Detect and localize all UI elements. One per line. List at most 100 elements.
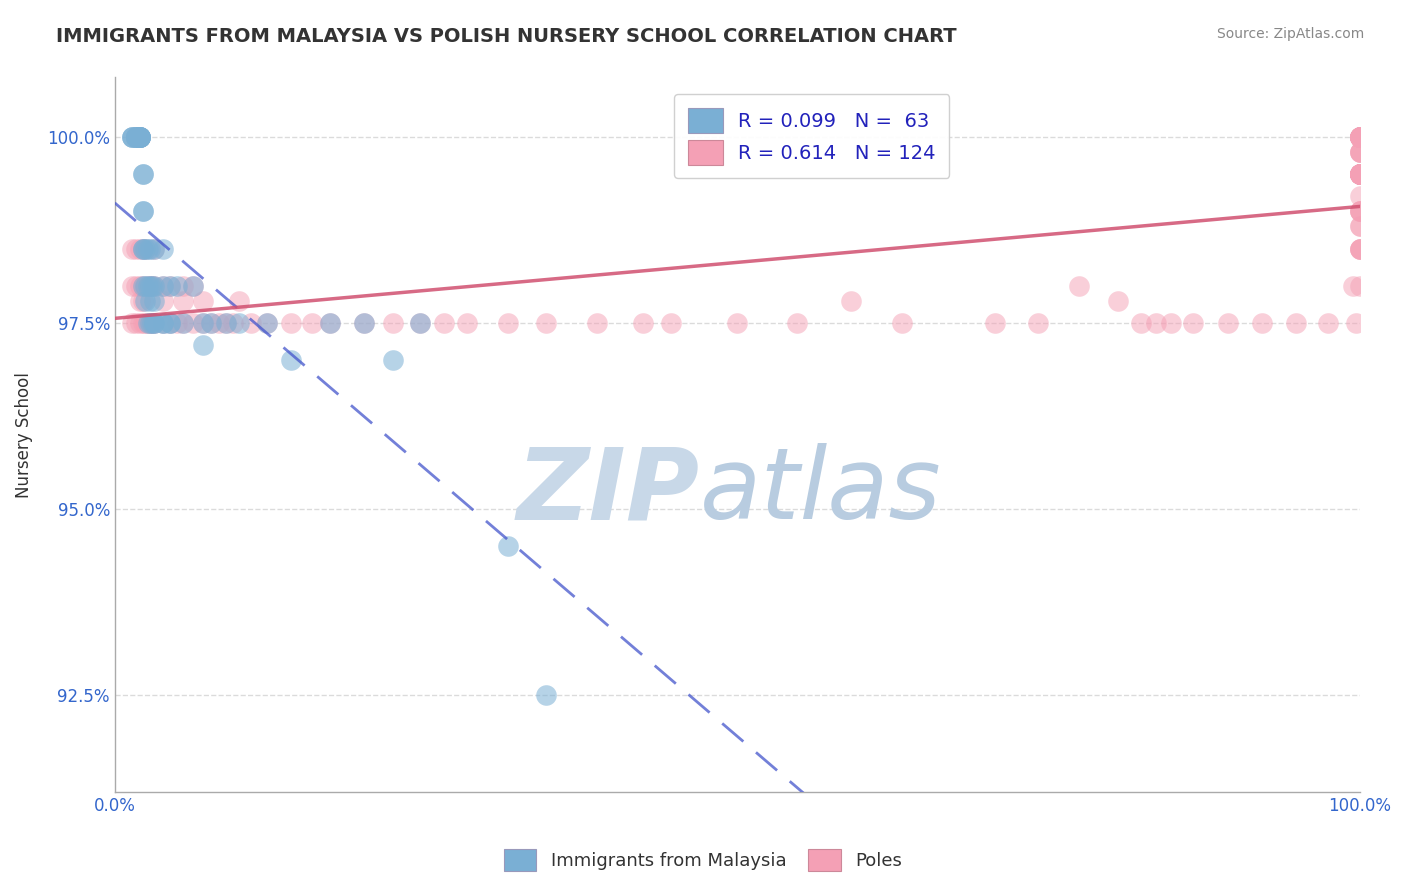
Point (134, 293, 156, 308)
Point (141, 278, 163, 293)
Point (152, 278, 174, 293)
Point (125, 242, 148, 256)
Point (183, 316, 205, 330)
Point (191, 316, 214, 330)
Point (1181, 316, 1204, 330)
Point (143, 278, 166, 293)
Point (143, 278, 166, 293)
Point (1251, 316, 1274, 330)
Point (125, 278, 148, 293)
Point (131, 204, 153, 219)
Point (121, 316, 143, 330)
Point (1144, 316, 1167, 330)
Point (172, 278, 194, 293)
Point (143, 316, 166, 330)
Point (1348, 130, 1371, 145)
Point (1348, 130, 1371, 145)
Point (280, 353, 302, 368)
Point (166, 316, 188, 330)
Point (131, 242, 153, 256)
Point (159, 316, 181, 330)
Point (1348, 167, 1371, 181)
Point (1348, 242, 1371, 256)
Point (125, 130, 148, 145)
Point (1348, 242, 1371, 256)
Point (1348, 130, 1371, 145)
Point (139, 293, 162, 308)
Point (136, 316, 159, 330)
Point (353, 316, 375, 330)
Point (1348, 145, 1371, 159)
Point (1348, 189, 1371, 203)
Point (134, 278, 156, 293)
Point (1348, 145, 1371, 159)
Point (172, 316, 194, 330)
Point (1284, 316, 1306, 330)
Point (1348, 130, 1371, 145)
Point (1348, 130, 1371, 145)
Point (125, 130, 148, 145)
Point (1348, 167, 1371, 181)
Point (319, 316, 342, 330)
Point (136, 278, 159, 293)
Point (139, 242, 162, 256)
Point (456, 316, 478, 330)
Point (131, 242, 153, 256)
Text: IMMIGRANTS FROM MALAYSIA VS POLISH NURSERY SCHOOL CORRELATION CHART: IMMIGRANTS FROM MALAYSIA VS POLISH NURSE… (56, 27, 957, 45)
Point (172, 293, 194, 308)
Point (191, 293, 214, 308)
Point (498, 539, 520, 553)
Point (172, 316, 194, 330)
Point (121, 130, 143, 145)
Point (128, 278, 150, 293)
Point (1160, 316, 1182, 330)
Point (1348, 145, 1371, 159)
Point (121, 130, 143, 145)
Point (125, 316, 148, 330)
Point (215, 316, 238, 330)
Point (128, 130, 150, 145)
Point (139, 316, 162, 330)
Point (131, 278, 153, 293)
Point (408, 316, 430, 330)
Point (1348, 167, 1371, 181)
Point (1348, 167, 1371, 181)
Point (1348, 130, 1371, 145)
Point (1216, 316, 1239, 330)
Point (1348, 130, 1371, 145)
Legend: R = 0.099   N =  63, R = 0.614   N = 124: R = 0.099 N = 63, R = 0.614 N = 124 (673, 95, 949, 178)
Point (1348, 204, 1371, 219)
Point (125, 130, 148, 145)
Point (631, 316, 654, 330)
Point (128, 130, 150, 145)
Point (382, 316, 405, 330)
Point (1348, 167, 1371, 181)
Point (143, 242, 166, 256)
Point (136, 242, 159, 256)
Point (143, 316, 166, 330)
Point (1348, 219, 1371, 234)
Point (139, 278, 162, 293)
Point (353, 316, 375, 330)
Point (1107, 293, 1129, 308)
Point (159, 278, 181, 293)
Point (143, 316, 166, 330)
Point (128, 316, 150, 330)
Point (839, 293, 862, 308)
Point (191, 316, 214, 330)
Point (131, 204, 153, 219)
Point (131, 242, 153, 256)
Point (1348, 167, 1371, 181)
Point (1348, 130, 1371, 145)
Point (1348, 167, 1371, 181)
Point (433, 316, 456, 330)
Point (128, 130, 150, 145)
Point (128, 130, 150, 145)
Point (1348, 204, 1371, 219)
Point (1317, 316, 1340, 330)
Point (152, 316, 174, 330)
Point (134, 242, 156, 256)
Point (1348, 204, 1371, 219)
Point (1341, 278, 1364, 293)
Point (498, 316, 520, 330)
